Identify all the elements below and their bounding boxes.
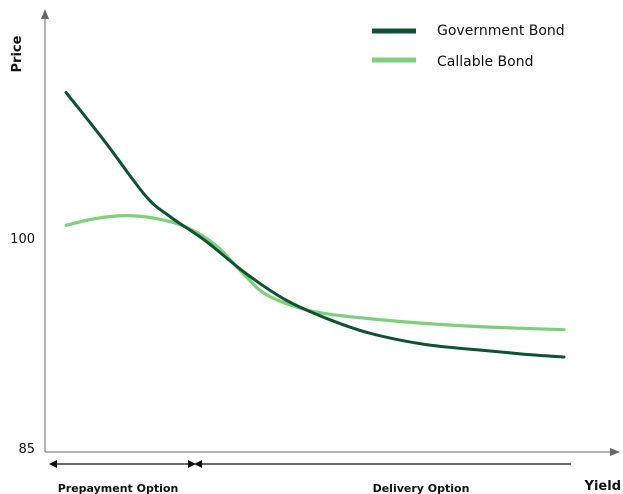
legend-label-callable-bond: Callable Bond [437,54,533,70]
series-line-government-bond [64,90,566,359]
option-ranges: Prepayment Option Delivery Option [49,460,571,494]
x-axis-label: Yield [584,479,621,494]
legend: Government Bond Callable Bond [372,23,565,70]
series-line-callable-bond [64,214,566,332]
delivery-option-label: Delivery Option [373,482,470,494]
y-tick-label-100: 100 [10,232,35,247]
axes [41,9,620,456]
y-axis-arrowhead [41,9,49,19]
prepayment-arrowhead-left [49,460,57,468]
legend-label-government-bond: Government Bond [437,23,565,39]
plot-area [64,90,566,359]
y-tick-label-85: 85 [18,442,35,457]
prepayment-arrowhead-right [188,460,196,468]
delivery-arrowhead-left [194,460,202,468]
y-axis-label: Price [10,35,25,72]
prepayment-option-label: Prepayment Option [58,482,179,494]
x-axis-arrowhead [610,448,620,456]
